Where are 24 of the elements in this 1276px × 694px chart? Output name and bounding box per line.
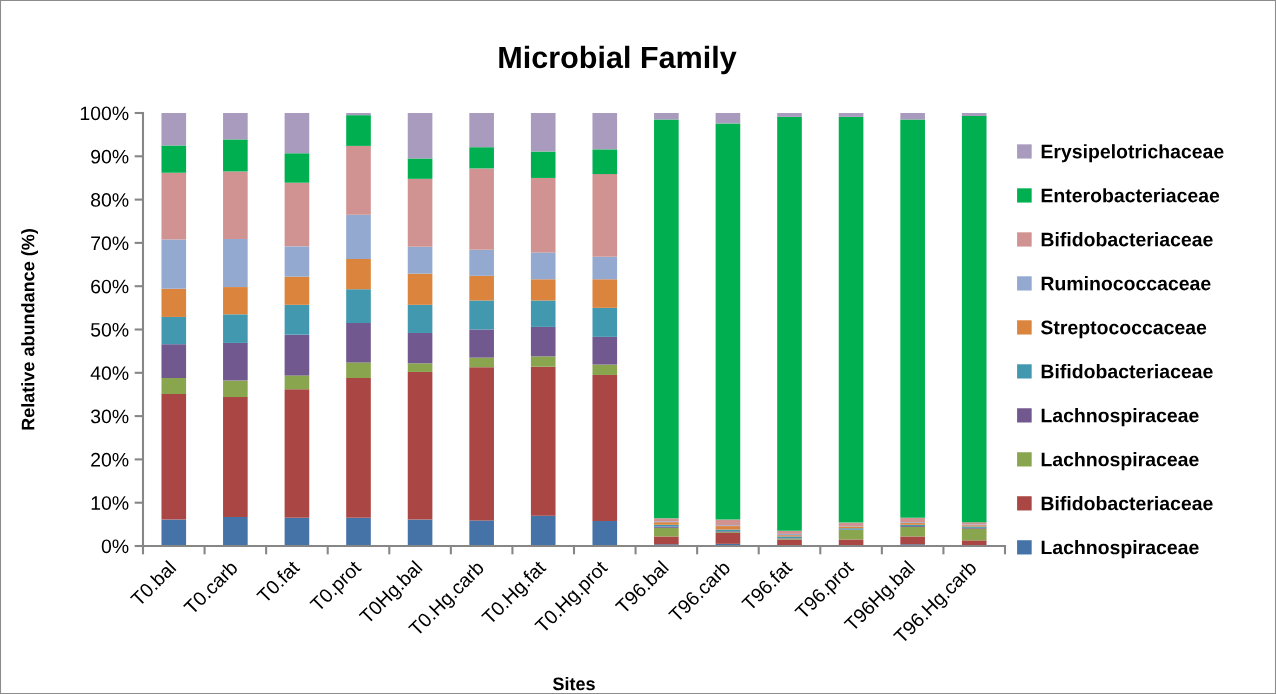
legend-label: Lachnospiraceae bbox=[1041, 408, 1199, 427]
chart-title: Microbial Family bbox=[499, 45, 737, 75]
legend-label: Bifidobacteriaceae bbox=[1041, 232, 1213, 247]
y-tick-label: 20% bbox=[91, 452, 129, 467]
y-tick-label: 50% bbox=[90, 322, 129, 337]
legend-label: Bifidobacteriaceae bbox=[1041, 496, 1213, 511]
legend-label: Streptococcaceae bbox=[1040, 320, 1207, 339]
y-tick-label: 60% bbox=[91, 279, 129, 294]
legend-label: Ruminococcaceae bbox=[1041, 276, 1211, 291]
legend-label: Lachnospiraceae bbox=[1041, 452, 1199, 471]
legend-label: Erysipelotrichaceae bbox=[1041, 144, 1224, 163]
y-axis-title: Relative abundance (%) bbox=[21, 229, 38, 430]
y-tick-label: 30% bbox=[90, 409, 129, 424]
y-tick-label: 40% bbox=[90, 366, 129, 381]
legend-label: Bifidobacteriaceae bbox=[1041, 364, 1213, 379]
legend-label: Enterobacteriaceae bbox=[1041, 188, 1220, 203]
y-tick-label: 80% bbox=[91, 193, 129, 207]
x-axis-title: Sites bbox=[552, 677, 595, 691]
y-tick-label: 70% bbox=[91, 236, 129, 251]
y-tick-label: 90% bbox=[91, 149, 129, 164]
y-tick-label: 0% bbox=[101, 539, 129, 554]
legend-label: Lachnospiraceae bbox=[1041, 540, 1199, 559]
y-tick-label: 100% bbox=[80, 106, 129, 121]
y-tick-label: 10% bbox=[91, 496, 129, 510]
